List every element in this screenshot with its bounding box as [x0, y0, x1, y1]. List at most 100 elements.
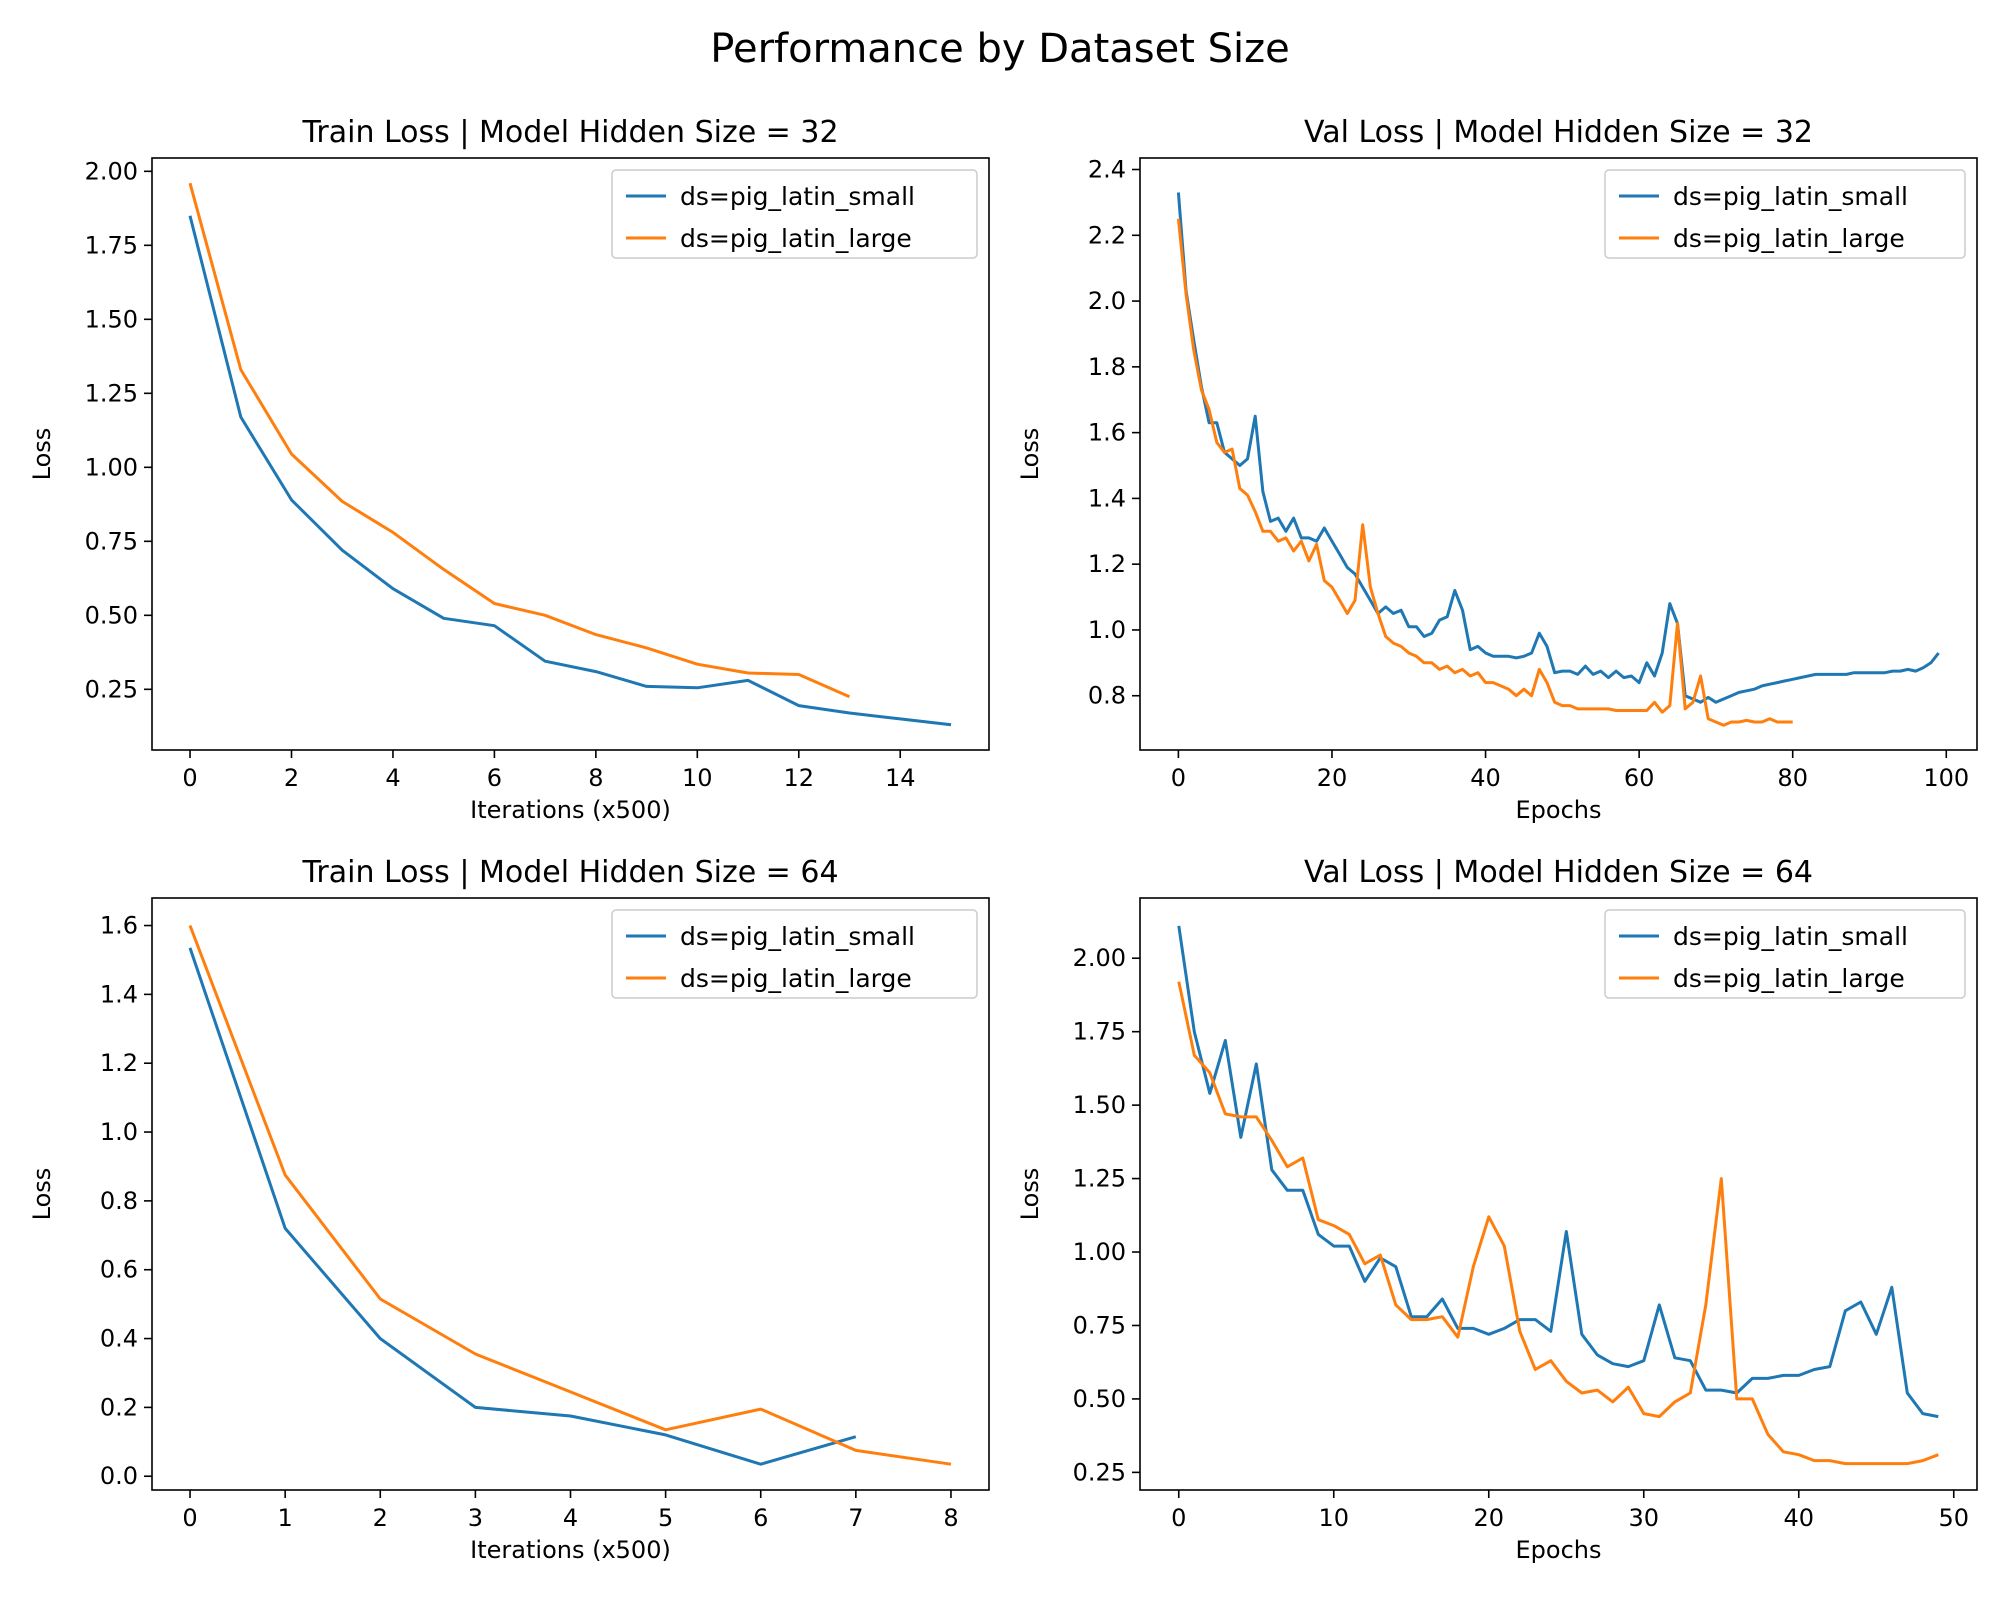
legend-label: ds=pig_latin_small	[680, 922, 915, 951]
y-tick-label: 0.25	[85, 675, 138, 703]
x-tick-label: 80	[1777, 764, 1808, 792]
series-lines	[1176, 192, 1940, 727]
series-line-large	[188, 924, 952, 1466]
y-tick-label: 0.2	[100, 1393, 138, 1421]
y-tick-label: 2.4	[1088, 156, 1126, 184]
series-line-small	[188, 947, 857, 1466]
y-tick-label: 1.8	[1088, 353, 1126, 381]
y-tick-label: 0.6	[100, 1256, 138, 1284]
x-tick-label: 2	[373, 1504, 388, 1532]
y-tick-label: 2.0	[1088, 287, 1126, 315]
y-tick-label: 0.4	[100, 1325, 138, 1353]
y-tick-label: 1.00	[85, 453, 138, 481]
x-tick-label: 30	[1628, 1504, 1659, 1532]
legend: ds=pig_latin_small ds=pig_latin_large	[1604, 909, 1966, 999]
y-tick-label: 0.75	[1073, 1311, 1126, 1339]
y-tick-label: 1.4	[100, 980, 138, 1008]
panel-2: Val Loss | Model Hidden Size = 32 0 20 40 60…	[1016, 115, 1978, 824]
y-tick-label: 1.4	[1088, 484, 1126, 512]
series-line-large	[1176, 218, 1793, 727]
x-tick-label: 1	[278, 1504, 293, 1532]
x-tick-label: 0	[1171, 764, 1186, 792]
x-tick-label: 7	[848, 1504, 863, 1532]
legend: ds=pig_latin_small ds=pig_latin_large	[611, 909, 978, 999]
x-axis-label: Epochs	[1516, 796, 1602, 824]
y-axis-label: Loss	[1016, 1168, 1044, 1221]
axes-frame	[151, 157, 990, 751]
y-axis-label: Loss	[28, 428, 56, 481]
legend-box	[611, 909, 978, 999]
panel-1: Train Loss | Model Hidden Size = 32 0 2 4 6 8…	[28, 115, 990, 824]
y-tick-label: 1.0	[1088, 616, 1126, 644]
y-tick-label: 1.50	[85, 305, 138, 333]
legend-label: ds=pig_latin_small	[680, 182, 915, 211]
x-tick-label: 4	[385, 764, 400, 792]
x-tick-label: 20	[1317, 764, 1348, 792]
y-tick-label: 2.2	[1088, 221, 1126, 249]
panel-title: Val Loss | Model Hidden Size = 32	[1304, 115, 1813, 150]
y-tick-label: 2.00	[1073, 944, 1126, 972]
y-tick-label: 1.6	[100, 912, 138, 940]
series-lines	[188, 182, 952, 727]
legend-box	[1604, 909, 1966, 999]
y-tick-label: 1.75	[85, 231, 138, 259]
y-tick-label: 0.50	[85, 601, 138, 629]
y-tick-label: 0.50	[1073, 1385, 1126, 1413]
legend: ds=pig_latin_small ds=pig_latin_large	[1604, 169, 1966, 259]
x-tick-label: 12	[783, 764, 814, 792]
x-tick-label: 8	[943, 1504, 958, 1532]
x-tick-label: 14	[885, 764, 916, 792]
y-tick-label: 1.00	[1073, 1238, 1126, 1266]
series-line-small	[188, 215, 952, 727]
y-tick-label: 2.00	[85, 157, 138, 185]
y-tick-label: 0.8	[100, 1187, 138, 1215]
x-tick-label: 40	[1470, 764, 1501, 792]
x-tick-label: 6	[487, 764, 502, 792]
legend-label: ds=pig_latin_large	[680, 224, 912, 253]
y-tick-label: 1.6	[1088, 419, 1126, 447]
y-tick-label: 1.0	[100, 1118, 138, 1146]
series-line-large	[188, 182, 851, 699]
legend-label: ds=pig_latin_small	[1673, 922, 1908, 951]
x-tick-label: 0	[1171, 1504, 1186, 1532]
x-tick-label: 6	[753, 1504, 768, 1532]
y-tick-label: 0.75	[85, 527, 138, 555]
x-tick-label: 20	[1473, 1504, 1504, 1532]
x-axis-label: Iterations (x500)	[470, 796, 671, 824]
y-tick-label: 0.8	[1088, 682, 1126, 710]
legend-label: ds=pig_latin_large	[680, 964, 912, 993]
series-lines	[188, 924, 952, 1466]
y-tick-label: 1.2	[100, 1049, 138, 1077]
figure-title: Performance by Dataset Size	[710, 26, 1289, 72]
x-tick-label: 10	[682, 764, 713, 792]
x-tick-label: 100	[1923, 764, 1969, 792]
x-tick-label: 3	[468, 1504, 483, 1532]
panel-3: Train Loss | Model Hidden Size = 64 0 1 2 3 4…	[28, 855, 990, 1564]
x-tick-label: 4	[563, 1504, 578, 1532]
x-tick-label: 10	[1318, 1504, 1349, 1532]
series-line-large	[1177, 981, 1939, 1466]
legend-label: ds=pig_latin_small	[1673, 182, 1908, 211]
axes-frame	[1139, 897, 1978, 1491]
x-tick-label: 2	[284, 764, 299, 792]
y-tick-label: 0.25	[1073, 1458, 1126, 1486]
series-lines	[1177, 925, 1939, 1466]
y-axis-label: Loss	[28, 1168, 56, 1221]
series-line-small	[1176, 192, 1940, 704]
legend-label: ds=pig_latin_large	[1673, 964, 1905, 993]
legend-label: ds=pig_latin_large	[1673, 224, 1905, 253]
y-axis-label: Loss	[1016, 428, 1044, 481]
axes-frame	[1139, 157, 1978, 751]
panel-title: Val Loss | Model Hidden Size = 64	[1304, 855, 1813, 890]
x-axis-label: Epochs	[1516, 1536, 1602, 1564]
y-tick-label: 1.25	[1073, 1165, 1126, 1193]
y-tick-label: 1.50	[1073, 1091, 1126, 1119]
x-tick-label: 5	[658, 1504, 673, 1532]
y-tick-label: 1.75	[1073, 1018, 1126, 1046]
x-tick-label: 60	[1624, 764, 1655, 792]
legend-box	[1604, 169, 1966, 259]
panel-4: Val Loss | Model Hidden Size = 64 0 10 20 30…	[1016, 855, 1978, 1564]
x-axis-label: Iterations (x500)	[470, 1536, 671, 1564]
